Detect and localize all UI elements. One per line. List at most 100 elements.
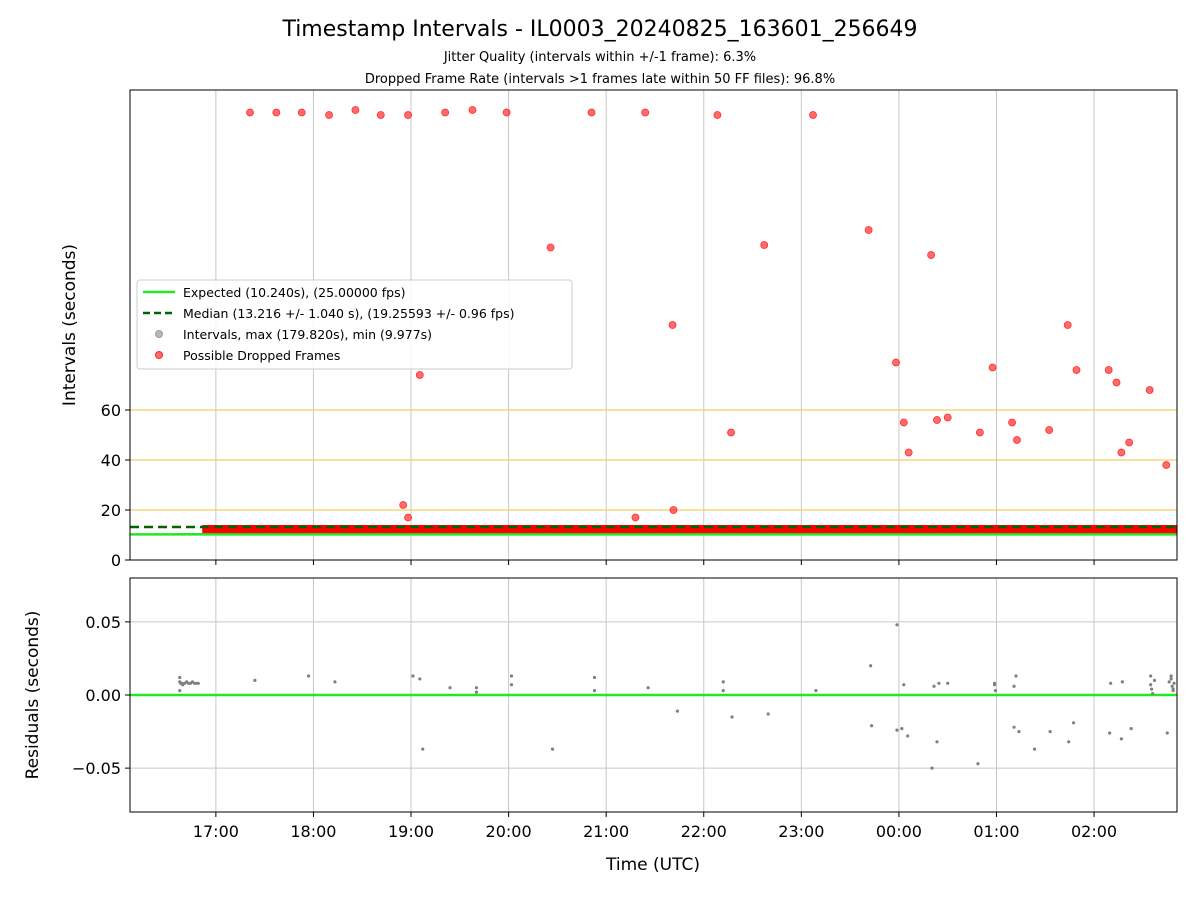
residual-point — [178, 689, 182, 693]
residual-point — [895, 728, 899, 732]
residual-point — [306, 674, 311, 678]
residual-point — [906, 734, 910, 738]
residual-point — [509, 683, 514, 687]
dropped-frame-point — [325, 111, 333, 119]
residual-point — [992, 683, 997, 687]
legend-intervals-label: Intervals, max (179.820s), min (9.977s) — [183, 327, 432, 342]
residual-point — [253, 678, 257, 682]
dropped-frame-point — [399, 501, 408, 509]
residual-point — [1169, 677, 1173, 681]
intervals-y-ticks: 0 20 40 60 — [101, 401, 130, 570]
intervals-y-tick-label: 20 — [101, 501, 121, 520]
dropped-frame-point — [272, 108, 281, 117]
residual-point — [333, 680, 337, 684]
intervals-x-ticks — [215, 560, 1095, 565]
dropped-frame-point — [404, 111, 412, 119]
residuals-plot: −0.05 0.00 0.05 17:00 18:00 19:00 20:00 21:00 2… — [23, 577, 1178, 875]
residual-point — [721, 689, 725, 693]
x-tick-label: 02:00 — [1071, 822, 1117, 841]
residual-point — [675, 709, 680, 713]
residual-point — [1067, 740, 1071, 744]
dropped-frame-point — [1117, 448, 1126, 457]
x-tick-label: 00:00 — [876, 822, 922, 841]
dropped-frame-point — [713, 111, 722, 119]
legend: Expected (10.240s), (25.00000 fps) Media… — [136, 279, 573, 370]
residual-point — [932, 684, 936, 688]
chart-title: Timestamp Intervals - IL0003_20240825_16… — [281, 17, 917, 42]
residual-point — [869, 724, 874, 728]
dropped-frame-point — [297, 108, 306, 117]
intervals-plot: 0 20 40 60 Intervals (seconds) Expected (10… — [60, 89, 1178, 570]
x-tick-label: 21:00 — [583, 822, 629, 841]
intervals-y-tick-label: 60 — [101, 401, 121, 420]
residual-point — [1014, 674, 1018, 678]
intervals-grid — [215, 90, 1095, 560]
intervals-reference-lines — [130, 409, 1177, 536]
dropped-frame-points — [246, 106, 1171, 522]
dropped-frame-point — [546, 243, 555, 252]
dropped-frame-point — [587, 108, 596, 117]
residual-point — [474, 690, 478, 694]
legend-dropped-swatch — [155, 351, 163, 359]
residuals-y-axis-label: Residuals (seconds) — [23, 611, 43, 780]
residual-point — [1167, 680, 1171, 684]
residual-point — [1119, 737, 1123, 741]
residual-point — [196, 681, 200, 685]
dropped-frame-point — [631, 513, 640, 522]
residual-point — [1048, 729, 1052, 734]
residual-point — [550, 747, 555, 751]
dropped-frame-point — [1008, 418, 1016, 427]
residual-point — [766, 712, 770, 716]
residual-point — [646, 686, 650, 690]
x-tick-label: 20:00 — [486, 822, 532, 841]
residual-point — [1165, 731, 1169, 735]
dropped-frame-point — [809, 111, 817, 119]
dropped-frame-point — [1063, 321, 1072, 329]
dropped-frame-point — [727, 428, 735, 437]
residual-point — [1151, 691, 1155, 696]
residual-point — [1149, 683, 1153, 687]
dropped-frame-point — [1013, 436, 1021, 444]
residual-point — [1032, 747, 1037, 751]
chart-subtitle-jitter: Jitter Quality (intervals within +/-1 fr… — [443, 50, 756, 65]
legend-intervals-swatch — [155, 330, 163, 338]
dropped-frame-point — [1145, 386, 1154, 394]
residual-point — [1129, 727, 1133, 731]
legend-box — [136, 279, 573, 370]
dropped-frame-point — [441, 108, 450, 117]
residual-point — [930, 766, 934, 770]
residual-point — [900, 727, 904, 731]
residual-point — [1120, 680, 1124, 684]
residuals-x-ticks: 17:00 18:00 19:00 20:00 21:00 22:00 23:00 00:00… — [193, 812, 1117, 841]
residual-point — [814, 689, 818, 693]
dropped-frame-point — [246, 108, 254, 117]
chart-subtitle-dropped: Dropped Frame Rate (intervals >1 frames … — [365, 72, 835, 87]
intervals-y-tick-label: 40 — [101, 451, 121, 470]
dropped-frame-point — [376, 111, 385, 119]
dropped-frame-point — [1125, 438, 1134, 447]
residual-point — [1150, 687, 1154, 691]
dropped-frame-point — [1072, 366, 1081, 374]
intervals-y-axis-label: Intervals (seconds) — [60, 244, 80, 406]
dropped-frame-point — [404, 513, 412, 522]
residual-point — [869, 664, 873, 668]
residuals-y-ticks: −0.05 0.00 0.05 — [72, 613, 130, 778]
residual-point — [946, 681, 950, 685]
residual-point — [1108, 731, 1112, 735]
residual-point — [937, 681, 941, 685]
residual-point — [418, 677, 422, 681]
dropped-frame-point — [668, 321, 677, 329]
dropped-frame-point — [502, 108, 511, 117]
residual-point — [474, 686, 478, 690]
dropped-frame-point — [641, 108, 650, 117]
dropped-frame-point — [927, 251, 936, 259]
dropped-frame-point — [933, 416, 941, 424]
residual-point — [1012, 684, 1016, 688]
intervals-plot-frame — [129, 89, 1178, 561]
x-axis-label: Time (UTC) — [605, 855, 700, 875]
legend-expected-label: Expected (10.240s), (25.00000 fps) — [183, 285, 405, 300]
dropped-frame-point — [892, 358, 900, 367]
residual-point — [1171, 687, 1175, 691]
